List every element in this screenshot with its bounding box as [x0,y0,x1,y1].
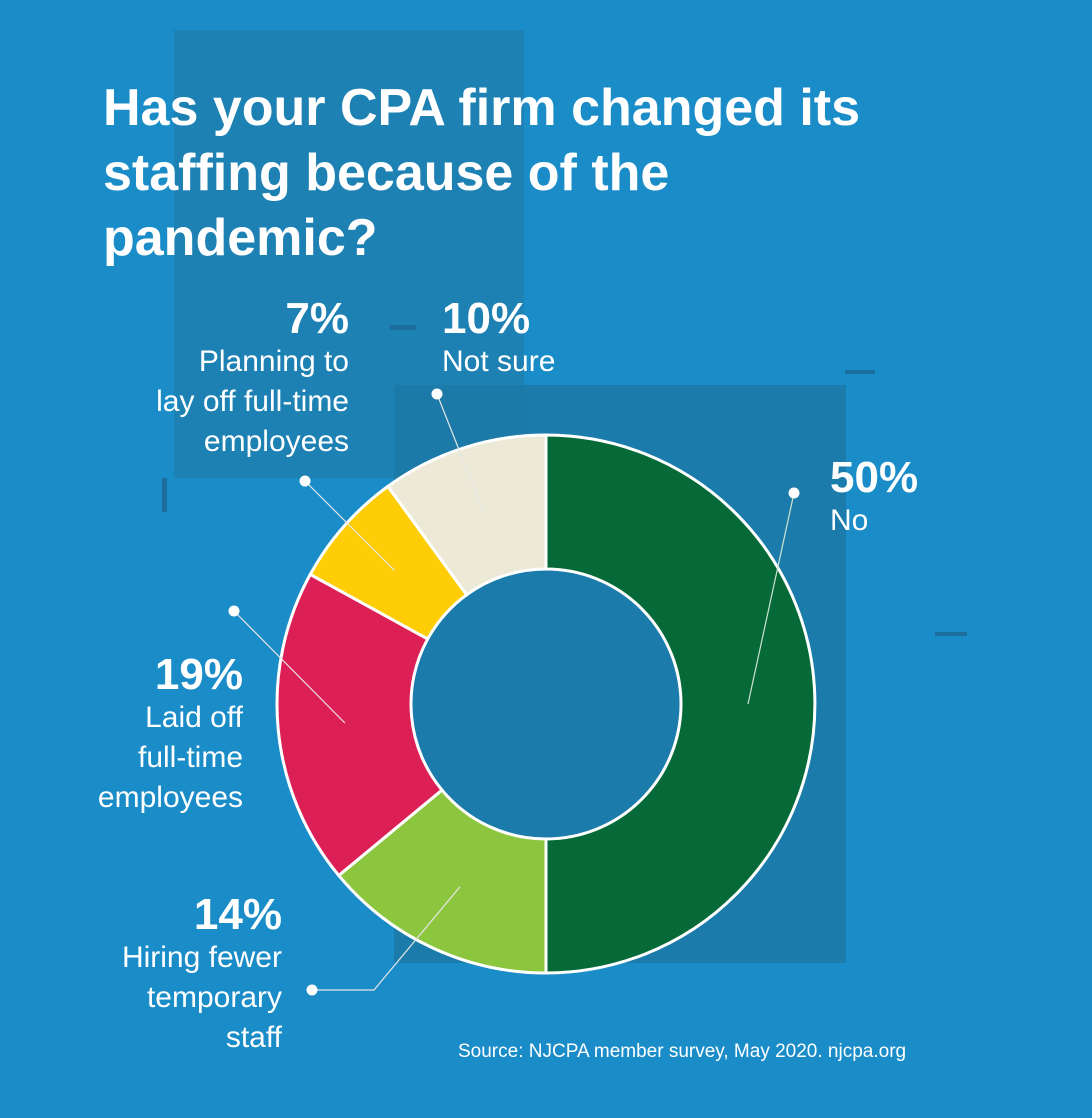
leader-line-planning [304,480,395,571]
pct-planning: 7% [285,294,349,343]
leader-line-temporary [312,886,461,991]
label-planning-line1: Planning to [198,345,349,378]
pct-not-sure: 10% [442,294,531,343]
decorative-dash [935,632,967,636]
label-no-line1: No [830,504,869,537]
leader-line-not-sure [436,393,485,513]
leader-dot-not-sure [431,388,443,400]
chart-title: Has your CPA firm changed its staffing b… [103,79,861,267]
leader-lines [228,388,800,996]
slice-not-sure [385,433,548,597]
leader-line-laid-off [233,610,346,724]
label-laid-off: 19% Laid off full-time employees [98,652,243,818]
donut-slices [275,433,817,975]
leader-dot-planning [299,475,311,487]
label-planning-line2: lay off full-time [156,385,349,418]
pct-no: 50% [830,453,919,502]
label-not-sure-line1: Not sure [442,345,556,378]
slice-laid-off [275,572,445,878]
source-note: Source: NJCPA member survey, May 2020. n… [458,1041,907,1062]
leader-dot-temporary [306,984,318,996]
slice-no [544,433,817,975]
label-no: 50% No [830,455,918,541]
leader-dot-no [788,487,800,499]
label-laid-off-line1: Laid off [145,701,243,734]
label-planning: 7% Planning to lay off full-time employe… [156,296,349,462]
leader-line-no [747,492,795,705]
label-planning-line3: employees [203,425,349,458]
label-temporary-line3: staff [225,1021,282,1054]
label-temporary-line2: temporary [146,981,282,1014]
label-laid-off-line3: employees [97,781,243,814]
leader-dot-laid-off [228,605,240,617]
pct-laid-off: 19% [154,650,243,699]
pct-temporary: 14% [193,890,282,939]
label-temporary: 14% Hiring fewer temporary staff [122,892,282,1058]
label-not-sure: 10% Not sure [442,296,555,382]
decorative-dash [845,370,875,374]
slice-temporary [336,787,548,975]
label-temporary-line1: Hiring fewer [121,941,282,974]
label-laid-off-line2: full-time [137,741,243,774]
decorative-dash [390,325,416,330]
decorative-dash [162,478,167,512]
